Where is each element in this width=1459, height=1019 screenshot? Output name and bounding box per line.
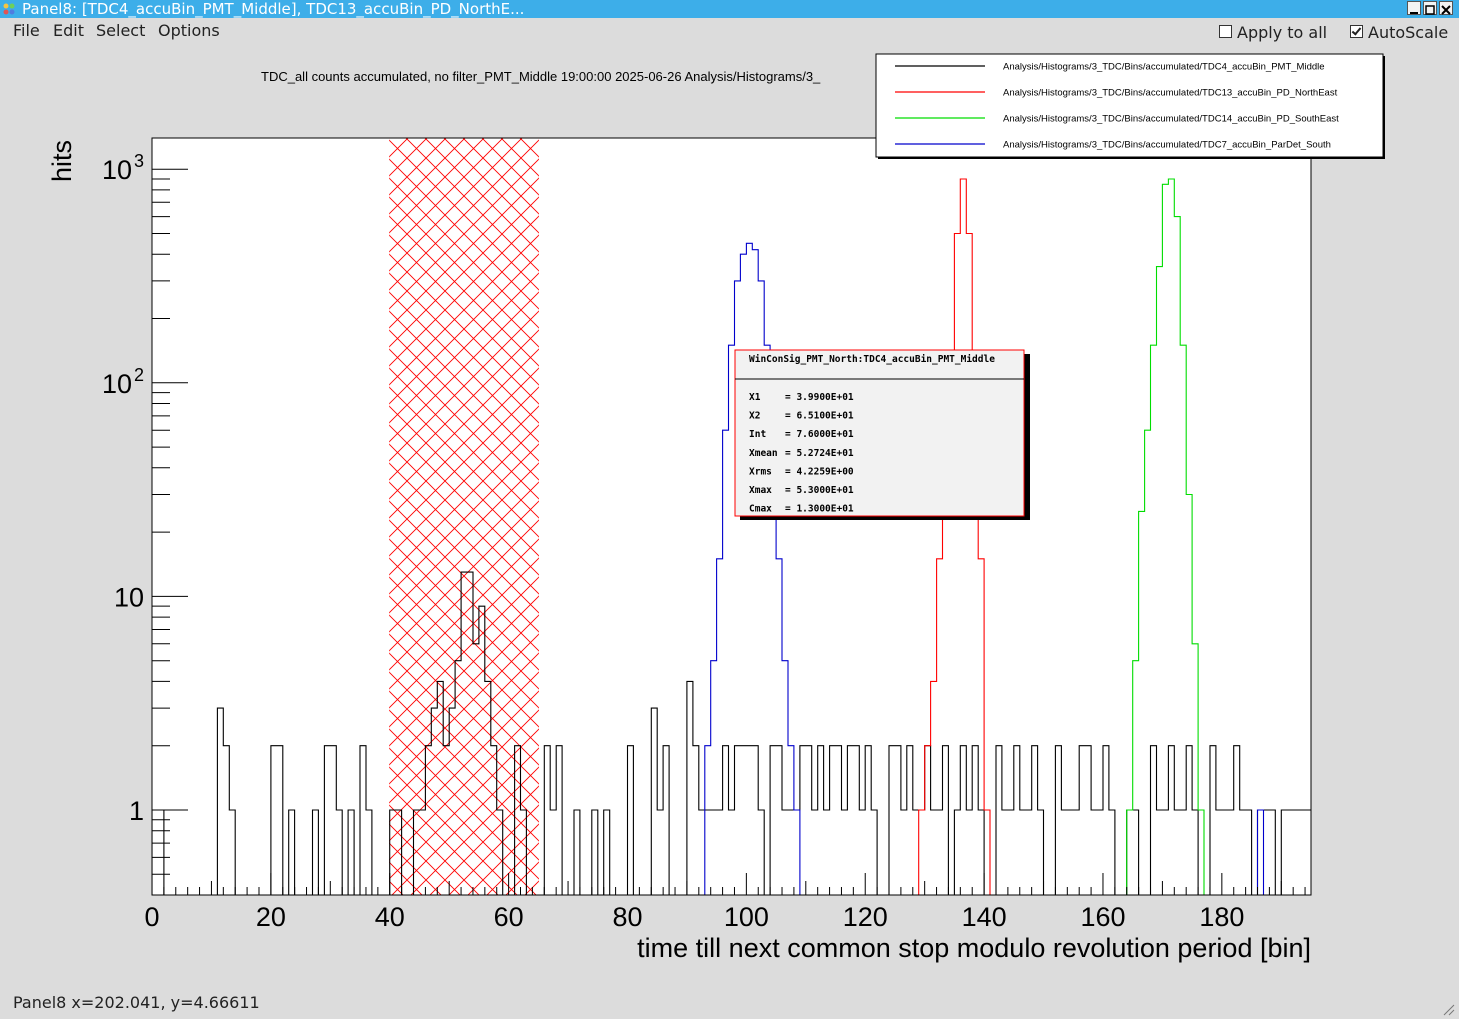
stats-box[interactable]: WinConSig_PMT_North:TDC4_accuBin_PMT_Mid… bbox=[734, 349, 1030, 520]
stats-value: = 5.3000E+01 bbox=[785, 485, 854, 496]
resize-grip-icon[interactable] bbox=[1441, 1002, 1455, 1016]
stats-value: = 3.9900E+01 bbox=[785, 392, 854, 403]
series-line-3[interactable] bbox=[704, 242, 1270, 959]
x-tick-label: 0 bbox=[144, 902, 159, 932]
autoscale-checkbox[interactable]: AutoScale bbox=[1350, 23, 1448, 42]
menu-file[interactable]: File bbox=[13, 21, 40, 40]
stats-title: WinConSig_PMT_North:TDC4_accuBin_PMT_Mid… bbox=[749, 354, 995, 365]
stats-value: = 4.2259E+00 bbox=[785, 466, 854, 477]
stats-key: Xmax bbox=[749, 485, 772, 496]
y-tick-exponent: 3 bbox=[134, 151, 144, 171]
menu-bar: File Edit Select Options Apply to all Au… bbox=[0, 18, 1459, 44]
status-text: Panel8 x=202.041, y=4.66611 bbox=[13, 993, 260, 1012]
y-tick-label: 10 bbox=[102, 369, 132, 399]
close-button[interactable] bbox=[1439, 1, 1453, 15]
stats-key: Xrms bbox=[749, 466, 772, 477]
stats-key: Xmean bbox=[749, 448, 778, 459]
x-tick-label: 180 bbox=[1199, 902, 1244, 932]
plot-frame[interactable] bbox=[152, 138, 1311, 895]
y-tick-label: 10 bbox=[114, 582, 144, 612]
x-tick-label: 60 bbox=[494, 902, 524, 932]
legend-box[interactable]: Analysis/Histograms/3_TDC/Bins/accumulat… bbox=[875, 53, 1385, 159]
legend-label: Analysis/Histograms/3_TDC/Bins/accumulat… bbox=[1003, 140, 1331, 151]
menu-options[interactable]: Options bbox=[158, 21, 220, 40]
plot-border bbox=[151, 137, 1312, 896]
series-line-1[interactable] bbox=[913, 178, 996, 959]
stats-value: = 7.6000E+01 bbox=[785, 429, 854, 440]
menu-edit[interactable]: Edit bbox=[53, 21, 84, 40]
maximize-button[interactable] bbox=[1423, 1, 1437, 15]
close-icon bbox=[1441, 5, 1451, 15]
legend-label: Analysis/Histograms/3_TDC/Bins/accumulat… bbox=[1003, 62, 1325, 73]
x-tick-label: 120 bbox=[843, 902, 888, 932]
canvas-area[interactable]: 0 20 40 60 80 100 120 140 160 180 10 3 10 2 10 1 TDC_al… bbox=[8, 44, 1456, 989]
y-tick-label: 10 bbox=[102, 155, 132, 185]
x-tick-label: 80 bbox=[612, 902, 642, 932]
app-icon bbox=[3, 3, 15, 15]
legend-label: Analysis/Histograms/3_TDC/Bins/accumulat… bbox=[1003, 114, 1339, 125]
stats-value: = 5.2724E+01 bbox=[785, 448, 854, 459]
stats-key: X2 bbox=[749, 411, 760, 422]
minimize-button[interactable] bbox=[1407, 1, 1421, 15]
stats-value: = 1.3000E+01 bbox=[785, 504, 854, 515]
x-tick-label: 20 bbox=[256, 902, 286, 932]
apply-to-all-checkbox[interactable]: Apply to all bbox=[1219, 23, 1327, 42]
x-tick-label: 100 bbox=[724, 902, 769, 932]
stats-key: Cmax bbox=[749, 504, 772, 515]
plot-title: TDC_all counts accumulated, no filter_PM… bbox=[261, 69, 821, 84]
y-tick-label: 1 bbox=[129, 796, 144, 826]
stats-key: X1 bbox=[749, 392, 761, 403]
maximize-icon bbox=[1425, 5, 1435, 15]
y-tick-exponent: 2 bbox=[134, 365, 144, 385]
apply-to-all-label: Apply to all bbox=[1237, 23, 1328, 42]
window-title: Panel8: [TDC4_accuBin_PMT_Middle], TDC13… bbox=[22, 0, 525, 18]
menu-select[interactable]: Select bbox=[96, 21, 146, 40]
y-axis-label: hits bbox=[47, 140, 77, 182]
window-titlebar[interactable]: Panel8: [TDC4_accuBin_PMT_Middle], TDC13… bbox=[0, 0, 1459, 18]
x-tick-label: 160 bbox=[1080, 902, 1125, 932]
window-region-hatch[interactable] bbox=[389, 138, 539, 895]
series-line-2[interactable] bbox=[1121, 178, 1210, 959]
minimize-icon bbox=[1410, 12, 1418, 14]
legend-label: Analysis/Histograms/3_TDC/Bins/accumulat… bbox=[1003, 88, 1338, 99]
x-tick-label: 140 bbox=[962, 902, 1007, 932]
status-bar: Panel8 x=202.041, y=4.66611 bbox=[0, 989, 1459, 1019]
autoscale-label: AutoScale bbox=[1368, 23, 1449, 42]
apply-to-all-box[interactable] bbox=[1219, 25, 1232, 38]
x-tick-label: 40 bbox=[375, 902, 405, 932]
autoscale-box[interactable] bbox=[1350, 25, 1363, 38]
stats-value: = 6.5100E+01 bbox=[785, 411, 854, 422]
stats-key: Int bbox=[749, 429, 766, 440]
x-axis-label: time till next common stop modulo revolu… bbox=[637, 933, 1311, 963]
